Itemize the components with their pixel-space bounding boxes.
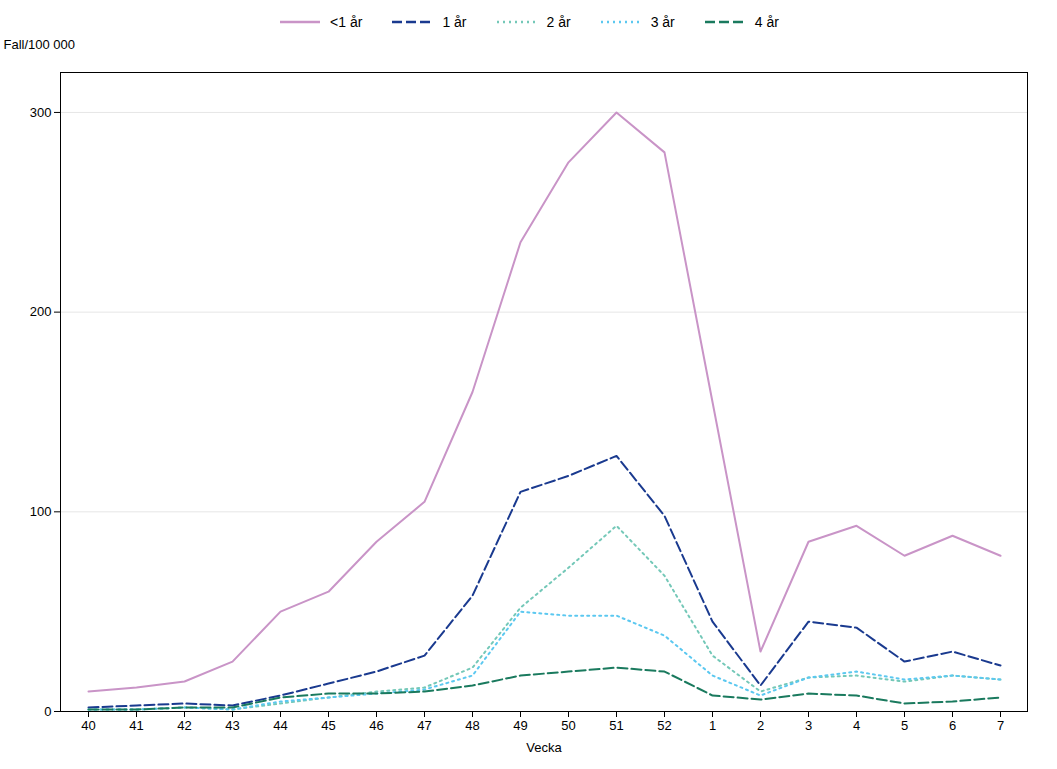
html-text:1 år: 1 år <box>442 14 467 30</box>
svg-text:48: 48 <box>465 718 479 733</box>
svg-text:Fall/100 000: Fall/100 000 <box>4 37 76 52</box>
svg-text:2: 2 <box>757 718 764 733</box>
svg-text:46: 46 <box>369 718 383 733</box>
svg-text:300: 300 <box>30 105 52 120</box>
svg-text:50: 50 <box>561 718 575 733</box>
svg-text:47: 47 <box>417 718 431 733</box>
svg-text:44: 44 <box>273 718 287 733</box>
svg-text:43: 43 <box>225 718 239 733</box>
svg-text:6: 6 <box>949 718 956 733</box>
svg-text:3: 3 <box>805 718 812 733</box>
svg-text:45: 45 <box>321 718 335 733</box>
svg-text:200: 200 <box>30 304 52 319</box>
svg-text:5: 5 <box>901 718 908 733</box>
svg-text:41: 41 <box>129 718 143 733</box>
svg-text:0: 0 <box>44 704 51 719</box>
html-text:2 år: 2 år <box>546 14 571 30</box>
svg-text:51: 51 <box>609 718 623 733</box>
svg-text:52: 52 <box>657 718 671 733</box>
svg-text:Vecka: Vecka <box>526 740 562 755</box>
svg-text:49: 49 <box>513 718 527 733</box>
svg-text:7: 7 <box>997 718 1004 733</box>
html-text:3 år: 3 år <box>650 14 675 30</box>
svg-text:42: 42 <box>177 718 191 733</box>
svg-text:100: 100 <box>30 504 52 519</box>
svg-text:1: 1 <box>709 718 716 733</box>
html-text:<1 år: <1 år <box>330 14 363 30</box>
svg-text:4: 4 <box>853 718 860 733</box>
html-text:4 år: 4 år <box>754 14 779 30</box>
svg-text:40: 40 <box>81 718 95 733</box>
